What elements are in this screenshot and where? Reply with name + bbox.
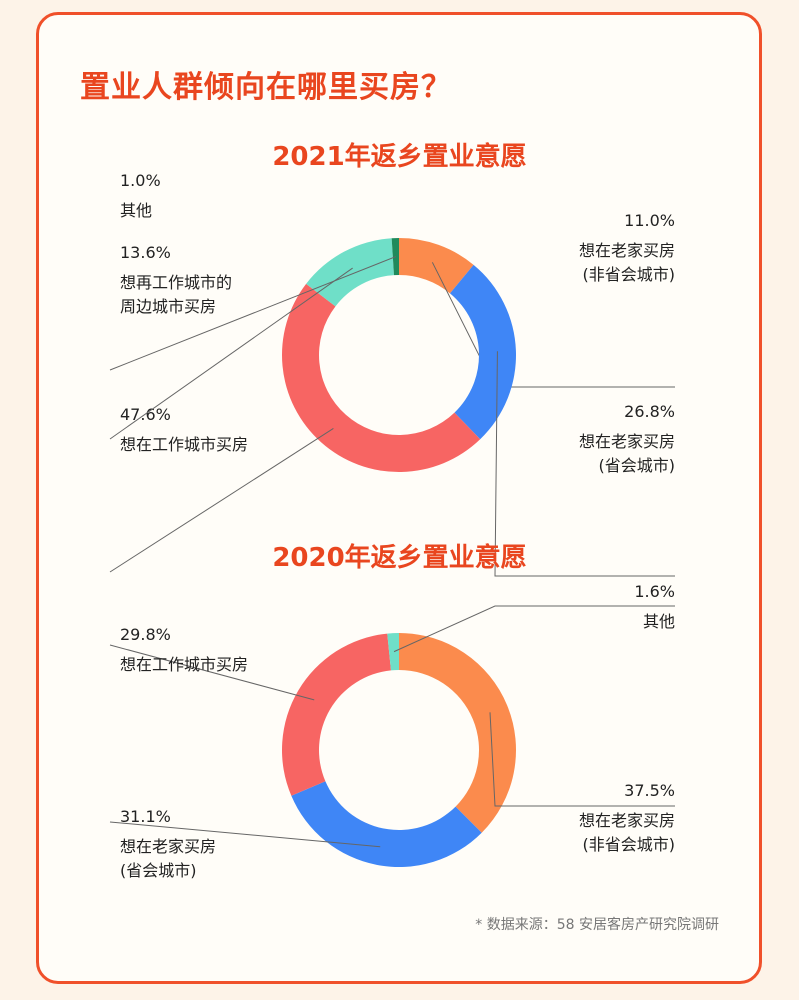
donut-chart-2021: 11.0%想在老家买房(非省会城市)26.8%想在老家买房(省会城市)47.6%…: [109, 171, 676, 577]
donut-slice-1-2: [282, 633, 391, 796]
category-label-1-0-0: 想在老家买房: [579, 811, 675, 830]
leader-line-1-2: [109, 644, 315, 701]
page-title: 置业人群倾向在哪里买房？: [80, 70, 452, 105]
value-label-0-4: 1.0%: [120, 171, 161, 190]
donut-slice-0-1: [449, 264, 516, 440]
leader-line-1-0: [489, 712, 675, 807]
category-label-1-3-0: 其他: [643, 612, 675, 631]
donut-chart-2020: 37.5% 想在老家买房 (非省会城市) 31.1% 想在老家买房 (省会城市) 29.8%…: [109, 582, 676, 880]
value-label-1-0: 37.5%: [624, 781, 675, 800]
category-label-1-0-1: (非省会城市): [583, 835, 676, 854]
card-frame: [36, 12, 762, 984]
value-label-1-1: 31.1%: [120, 807, 171, 826]
donut-slice-0-2: [281, 283, 481, 473]
category-label-1-2-0: 想在工作城市买房: [120, 655, 248, 674]
leader-line-0-4: [109, 256, 397, 371]
value-label-0-3: 13.6%: [120, 243, 171, 262]
category-label-0-0-0: 想在老家买房: [579, 241, 675, 260]
leader-line-1-1: [109, 821, 381, 848]
category-label-0-3-1: 周边城市买房: [120, 297, 216, 316]
category-label-0-3-0: 想再工作城市的: [120, 273, 232, 292]
value-label-0-1: 26.8%: [624, 402, 675, 421]
leader-line-0-2: [109, 428, 334, 573]
data-source-note: * 数据来源：58 安居客房产研究院调研: [475, 917, 719, 933]
value-label-1-3: 1.6%: [634, 582, 675, 601]
value-label-0-0: 11.0%: [624, 211, 675, 230]
chart-2021-title: 2021年返乡置业意愿: [272, 142, 527, 172]
leader-line-0-1: [494, 351, 675, 577]
leader-line-0-3: [109, 267, 353, 440]
category-label-1-1-0: 想在老家买房: [120, 837, 216, 856]
donut-slice-0-0: [399, 238, 474, 294]
value-label-1-2: 29.8%: [120, 625, 171, 644]
donut-slice-0-3: [306, 238, 394, 307]
category-label-0-4-0: 其他: [120, 201, 152, 220]
chart-2020-title: 2020年返乡置业意愿: [272, 543, 527, 573]
donut-slice-1-3: [387, 633, 399, 671]
category-label-0-1-0: 想在老家买房: [579, 432, 675, 451]
category-label-0-1-1: (省会城市): [599, 456, 676, 475]
donut-slice-1-0: [399, 633, 517, 833]
category-label-1-1-1: (省会城市): [120, 861, 197, 880]
leader-line-1-3: [393, 605, 675, 653]
donut-slice-1-1: [291, 781, 482, 867]
category-label-0-0-1: (非省会城市): [583, 265, 676, 284]
category-label-0-2-0: 想在工作城市买房: [120, 435, 248, 454]
